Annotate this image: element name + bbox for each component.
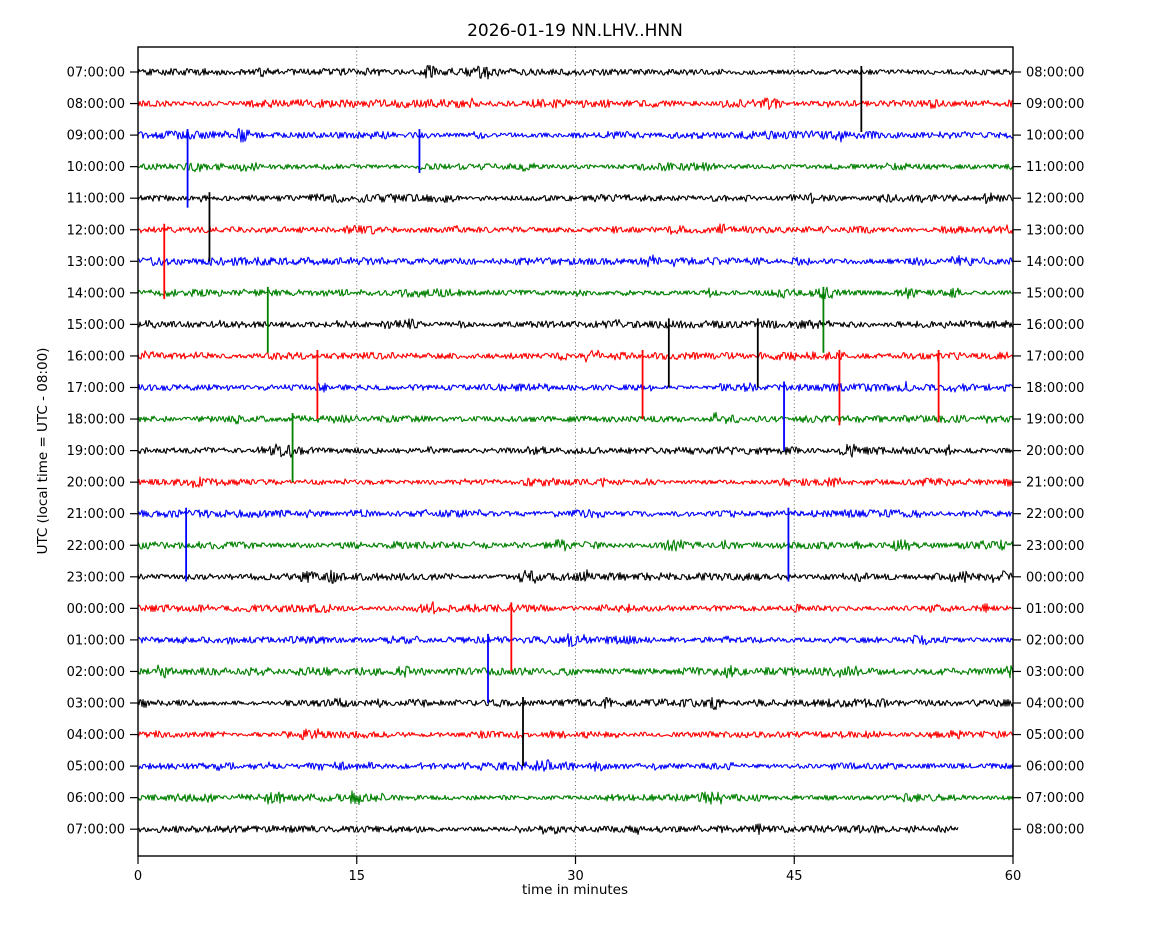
trace-row-07:00:00 xyxy=(137,823,959,835)
trace-row-08:00:00 xyxy=(137,97,1014,110)
utc-time-label: 07:00:00 xyxy=(67,66,125,81)
x-tick-label: 15 xyxy=(348,869,365,884)
event-spikes xyxy=(163,66,940,767)
utc-time-label: 19:00:00 xyxy=(67,444,125,459)
utc-time-label: 20:00:00 xyxy=(67,476,125,491)
local-time-label: 08:00:00 xyxy=(1026,66,1084,81)
utc-time-label: 01:00:00 xyxy=(67,633,125,648)
local-time-label: 21:00:00 xyxy=(1026,476,1084,491)
trace-row-22:00:00 xyxy=(137,538,1014,552)
utc-time-label: 12:00:00 xyxy=(67,223,125,238)
local-time-label: 23:00:00 xyxy=(1026,539,1084,554)
trace-row-21:00:00 xyxy=(137,508,1014,519)
utc-time-label: 03:00:00 xyxy=(67,697,125,712)
local-time-label: 07:00:00 xyxy=(1026,791,1084,806)
local-time-label: 05:00:00 xyxy=(1026,728,1084,743)
x-tick-label: 45 xyxy=(786,869,803,884)
utc-time-label: 17:00:00 xyxy=(67,381,125,396)
utc-time-label: 16:00:00 xyxy=(67,349,125,364)
local-time-label: 09:00:00 xyxy=(1026,97,1084,112)
x-tick-label: 0 xyxy=(134,869,142,884)
utc-time-label: 06:00:00 xyxy=(67,791,125,806)
trace-row-19:00:00 xyxy=(137,443,1014,458)
seismic-traces xyxy=(137,64,1014,835)
local-time-label: 18:00:00 xyxy=(1026,381,1084,396)
trace-row-10:00:00 xyxy=(137,162,1014,173)
utc-time-label: 09:00:00 xyxy=(67,129,125,144)
local-time-label: 13:00:00 xyxy=(1026,223,1084,238)
trace-row-01:00:00 xyxy=(137,633,1014,648)
trace-row-23:00:00 xyxy=(137,569,1014,584)
trace-row-18:00:00 xyxy=(137,411,1014,425)
trace-row-02:00:00 xyxy=(137,664,1014,679)
gridlines xyxy=(356,47,795,856)
trace-row-04:00:00 xyxy=(137,728,1014,741)
utc-time-label: 10:00:00 xyxy=(67,160,125,175)
utc-time-label: 14:00:00 xyxy=(67,286,125,301)
local-time-label: 22:00:00 xyxy=(1026,507,1084,522)
trace-row-14:00:00 xyxy=(137,286,1014,300)
axis-tick-labels: 07:00:00 08:00:00 08:00:00 09:00:00 09:00:00… xyxy=(67,66,1085,885)
trace-row-05:00:00 xyxy=(137,759,1014,772)
trace-row-12:00:00 xyxy=(137,223,1014,235)
chart-title: 2026-01-19 NN.LHV..HNN xyxy=(467,21,683,41)
trace-row-15:00:00 xyxy=(137,318,1014,330)
plot-frame xyxy=(137,46,1014,857)
x-tick-label: 30 xyxy=(567,869,584,884)
y-axis-label: UTC (local time = UTC - 08:00) xyxy=(35,348,51,555)
utc-time-label: 08:00:00 xyxy=(67,97,125,112)
trace-row-11:00:00 xyxy=(137,192,1014,205)
utc-time-label: 02:00:00 xyxy=(67,665,125,680)
local-time-label: 19:00:00 xyxy=(1026,413,1084,428)
trace-row-06:00:00 xyxy=(137,790,1014,805)
local-time-label: 00:00:00 xyxy=(1026,570,1084,585)
utc-time-label: 04:00:00 xyxy=(67,728,125,743)
utc-time-label: 21:00:00 xyxy=(67,507,125,522)
local-time-label: 17:00:00 xyxy=(1026,349,1084,364)
utc-time-label: 05:00:00 xyxy=(67,760,125,775)
trace-row-17:00:00 xyxy=(137,380,1014,393)
local-time-label: 06:00:00 xyxy=(1026,760,1084,775)
utc-time-label: 13:00:00 xyxy=(67,255,125,270)
utc-time-label: 07:00:00 xyxy=(67,823,125,838)
utc-time-label: 18:00:00 xyxy=(67,413,125,428)
utc-time-label: 15:00:00 xyxy=(67,318,125,333)
local-time-label: 15:00:00 xyxy=(1026,286,1084,301)
trace-row-09:00:00 xyxy=(137,127,1014,143)
local-time-label: 14:00:00 xyxy=(1026,255,1084,270)
local-time-label: 01:00:00 xyxy=(1026,602,1084,617)
trace-row-03:00:00 xyxy=(137,696,1014,711)
trace-row-16:00:00 xyxy=(137,349,1014,363)
x-axis-label: time in minutes xyxy=(522,882,628,898)
trace-row-07:00:00 xyxy=(137,64,1014,80)
local-time-label: 10:00:00 xyxy=(1026,129,1084,144)
local-time-label: 02:00:00 xyxy=(1026,633,1084,648)
axis-ticks xyxy=(130,71,1021,864)
utc-time-label: 11:00:00 xyxy=(67,192,125,207)
utc-time-label: 00:00:00 xyxy=(67,602,125,617)
local-time-label: 16:00:00 xyxy=(1026,318,1084,333)
local-time-label: 03:00:00 xyxy=(1026,665,1084,680)
local-time-label: 11:00:00 xyxy=(1026,160,1084,175)
local-time-label: 08:00:00 xyxy=(1026,823,1084,838)
x-tick-label: 60 xyxy=(1005,869,1022,884)
local-time-label: 20:00:00 xyxy=(1026,444,1084,459)
trace-row-00:00:00 xyxy=(137,601,1014,615)
trace-row-20:00:00 xyxy=(137,476,1014,489)
utc-time-label: 23:00:00 xyxy=(67,570,125,585)
local-time-label: 04:00:00 xyxy=(1026,697,1084,712)
utc-time-label: 22:00:00 xyxy=(67,539,125,554)
trace-row-13:00:00 xyxy=(137,254,1014,268)
local-time-label: 12:00:00 xyxy=(1026,192,1084,207)
